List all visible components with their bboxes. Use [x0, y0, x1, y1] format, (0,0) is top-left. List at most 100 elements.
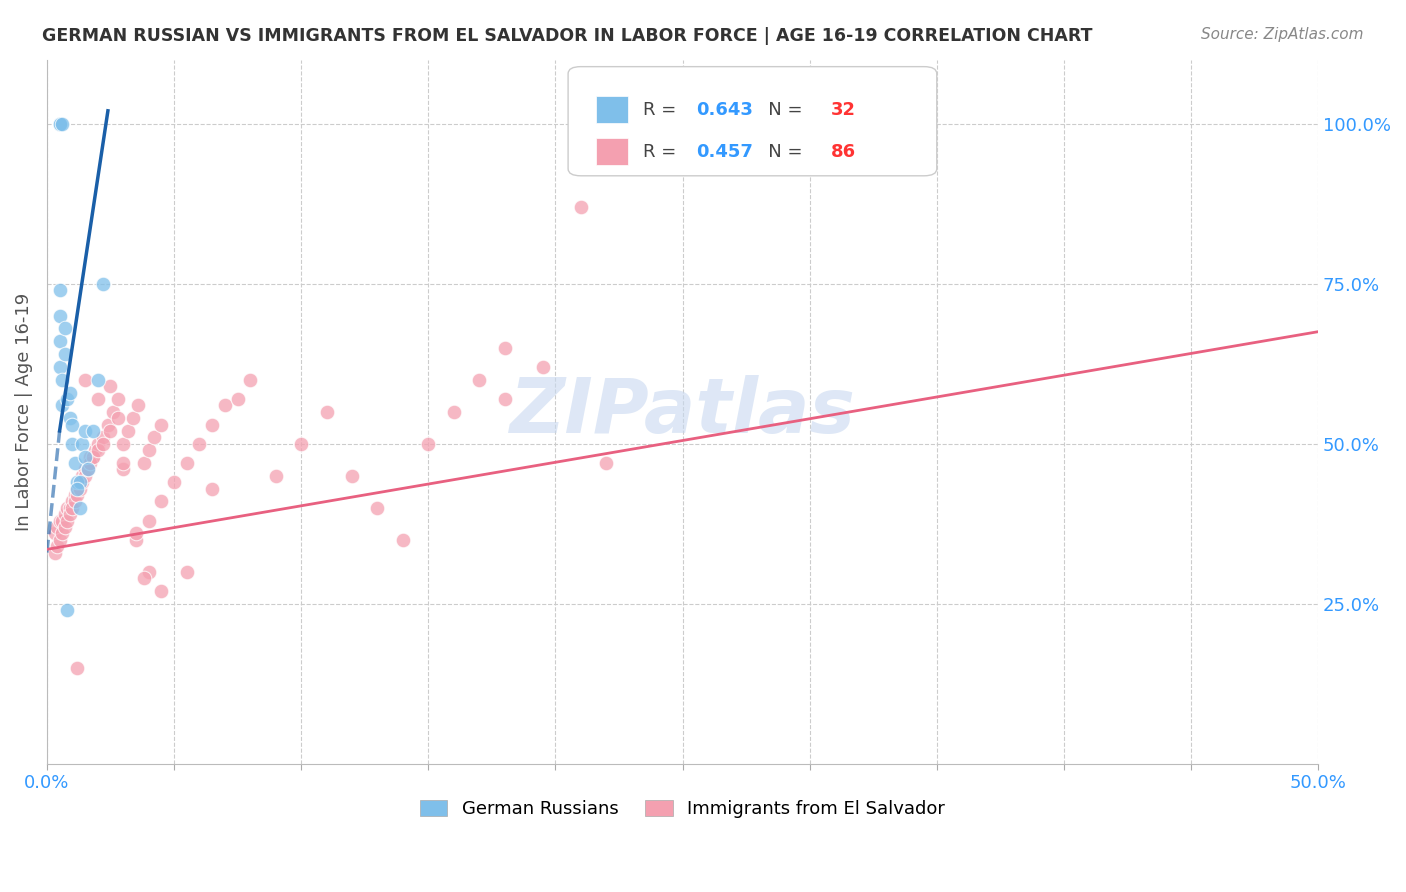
- Point: [66, 482, 89, 496]
- Point: [176, 565, 198, 579]
- Point: [214, 398, 236, 412]
- Point: [51, 526, 73, 541]
- Point: [125, 526, 148, 541]
- Point: [56, 500, 79, 515]
- Point: [53, 520, 76, 534]
- Point: [226, 392, 249, 406]
- Point: [73, 462, 96, 476]
- Point: [100, 379, 122, 393]
- Point: [340, 468, 363, 483]
- Text: 86: 86: [831, 143, 856, 161]
- Point: [79, 450, 101, 464]
- Point: [176, 456, 198, 470]
- Point: [201, 417, 224, 432]
- Point: [72, 468, 94, 483]
- Point: [97, 417, 120, 432]
- Point: [59, 411, 82, 425]
- Point: [87, 392, 110, 406]
- Point: [82, 424, 104, 438]
- Point: [290, 436, 312, 450]
- Text: 0.643: 0.643: [696, 101, 754, 119]
- Point: [87, 373, 110, 387]
- Point: [142, 430, 165, 444]
- Point: [60, 494, 83, 508]
- Point: [315, 405, 337, 419]
- Bar: [596, 138, 628, 165]
- Text: N =: N =: [751, 143, 808, 161]
- Point: [163, 475, 186, 490]
- Point: [569, 200, 592, 214]
- Point: [91, 277, 114, 291]
- Point: [48, 334, 70, 349]
- Point: [87, 436, 110, 450]
- Text: GERMAN RUSSIAN VS IMMIGRANTS FROM EL SALVADOR IN LABOR FORCE | AGE 16-19 CORRELA: GERMAN RUSSIAN VS IMMIGRANTS FROM EL SAL…: [42, 27, 1092, 45]
- Point: [59, 507, 82, 521]
- Point: [91, 436, 114, 450]
- Point: [66, 482, 89, 496]
- Point: [127, 398, 149, 412]
- Point: [56, 514, 79, 528]
- Text: ZIPatlas: ZIPatlas: [509, 375, 855, 449]
- Point: [60, 417, 83, 432]
- Point: [82, 450, 104, 464]
- Point: [48, 514, 70, 528]
- Point: [44, 526, 66, 541]
- Point: [59, 500, 82, 515]
- Point: [56, 392, 79, 406]
- Point: [53, 507, 76, 521]
- Legend: German Russians, Immigrants from El Salvador: German Russians, Immigrants from El Salv…: [413, 792, 952, 825]
- Point: [125, 533, 148, 547]
- Point: [44, 545, 66, 559]
- Point: [107, 411, 129, 425]
- Point: [73, 424, 96, 438]
- Point: [48, 309, 70, 323]
- Point: [72, 436, 94, 450]
- FancyBboxPatch shape: [568, 67, 936, 176]
- Point: [48, 117, 70, 131]
- Point: [63, 456, 86, 470]
- Point: [46, 539, 69, 553]
- Point: [112, 436, 135, 450]
- Point: [60, 500, 83, 515]
- Point: [48, 283, 70, 297]
- Point: [239, 373, 262, 387]
- Point: [56, 603, 79, 617]
- Point: [66, 475, 89, 490]
- Point: [117, 424, 139, 438]
- Point: [69, 482, 91, 496]
- Point: [48, 117, 70, 131]
- Point: [84, 443, 107, 458]
- Point: [494, 392, 516, 406]
- Point: [51, 398, 73, 412]
- Point: [264, 468, 287, 483]
- Point: [150, 417, 173, 432]
- Point: [468, 373, 491, 387]
- Point: [443, 405, 465, 419]
- Point: [418, 436, 440, 450]
- Point: [73, 468, 96, 483]
- Point: [100, 424, 122, 438]
- Point: [138, 443, 160, 458]
- Point: [107, 392, 129, 406]
- Point: [101, 405, 124, 419]
- Point: [73, 450, 96, 464]
- Point: [138, 514, 160, 528]
- Point: [76, 456, 98, 470]
- Text: 0.457: 0.457: [696, 143, 754, 161]
- Point: [53, 347, 76, 361]
- Point: [66, 488, 89, 502]
- Point: [51, 117, 73, 131]
- Point: [76, 462, 98, 476]
- Point: [63, 494, 86, 508]
- Point: [132, 571, 155, 585]
- Text: N =: N =: [751, 101, 808, 119]
- Point: [69, 475, 91, 490]
- Point: [48, 533, 70, 547]
- Point: [595, 456, 617, 470]
- Bar: [596, 96, 628, 123]
- Point: [150, 584, 173, 599]
- Point: [51, 514, 73, 528]
- Point: [53, 321, 76, 335]
- Point: [122, 411, 145, 425]
- Point: [46, 520, 69, 534]
